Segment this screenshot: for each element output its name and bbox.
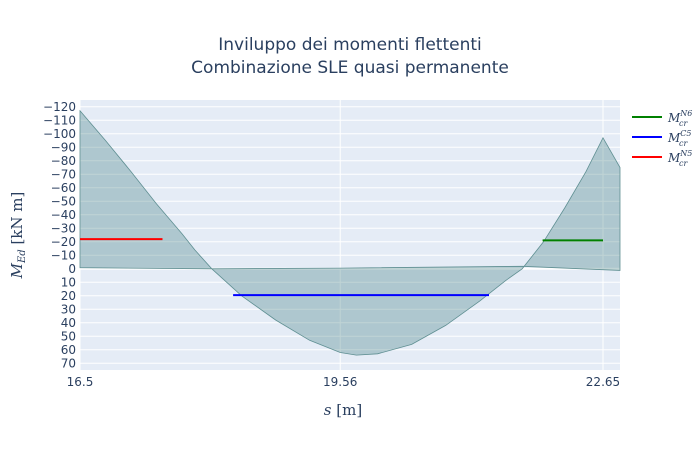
y-tick-label: 70: [61, 356, 76, 370]
legend-item-n6[interactable]: MN6 cr: [632, 109, 692, 128]
y-tick-label: −30: [51, 221, 76, 235]
x-tick-label: 16.5: [67, 375, 94, 389]
y-tick-label: −20: [51, 235, 76, 249]
legend-item-n5[interactable]: MN5 cr: [632, 149, 692, 168]
y-tick-label: 10: [61, 275, 76, 289]
y-axis-title: MEd [kN m]: [8, 192, 28, 280]
y-tick-label: −90: [51, 140, 76, 154]
y-tick-label: 50: [61, 329, 76, 343]
legend-item-c5[interactable]: MC5 cr: [632, 129, 692, 148]
y-tick-label: −50: [51, 194, 76, 208]
chart-subtitle: Combinazione SLE quasi permanente: [191, 58, 509, 78]
x-axis-ticks: 16.5 19.56 22.65: [67, 375, 621, 389]
y-tick-label: −120: [43, 100, 76, 114]
y-tick-label: 40: [61, 316, 76, 330]
y-tick-label: 20: [61, 289, 76, 303]
y-tick-label: −40: [51, 208, 76, 222]
chart-title: Inviluppo dei momenti flettenti: [218, 35, 482, 55]
y-tick-label: −60: [51, 181, 76, 195]
y-tick-label: 60: [61, 343, 76, 357]
envelope-area: [79, 109, 621, 356]
y-tick-label: −80: [51, 154, 76, 168]
y-tick-label: −100: [43, 127, 76, 141]
y-tick-label: −110: [43, 113, 76, 127]
y-axis-ticks: −120−110−100−90−80−70−60−50−40−30−20−100…: [43, 100, 76, 371]
plot-area: [80, 100, 620, 370]
x-tick-label: 22.65: [586, 375, 620, 389]
y-tick-label: −10: [51, 248, 76, 262]
y-tick-label: 30: [61, 302, 76, 316]
x-tick-label: 19.56: [323, 375, 357, 389]
cracking-moment-lines: [80, 238, 603, 297]
y-tick-label: −70: [51, 167, 76, 181]
legend-label: MC5 cr: [667, 129, 692, 148]
legend-label: MN6 cr: [667, 109, 692, 128]
y-tick-label: 0: [68, 262, 76, 276]
moment-envelope: [79, 109, 621, 356]
x-axis-title: s [m]: [324, 401, 362, 419]
legend-label: MN5 cr: [667, 149, 692, 168]
